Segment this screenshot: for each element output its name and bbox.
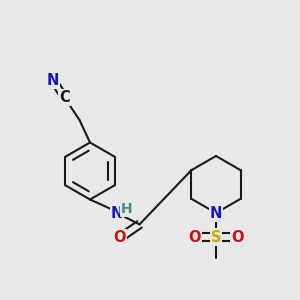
Text: N: N	[111, 206, 123, 220]
Text: S: S	[211, 230, 221, 244]
Text: H: H	[121, 202, 133, 216]
Text: O: O	[189, 230, 201, 244]
Text: O: O	[231, 230, 243, 244]
Text: O: O	[114, 230, 126, 245]
Text: N: N	[47, 73, 59, 88]
Text: N: N	[210, 206, 222, 220]
Text: C: C	[59, 90, 70, 105]
